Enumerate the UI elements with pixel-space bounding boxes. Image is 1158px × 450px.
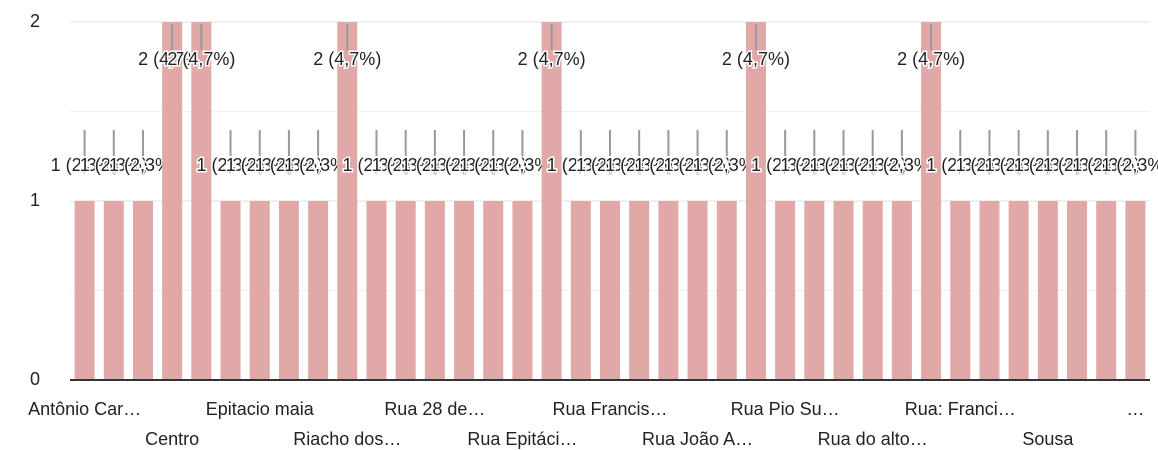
- value-label: 1 (2,3%): [955, 155, 1023, 175]
- bar: [74, 201, 95, 380]
- bar: [132, 201, 153, 380]
- x-tick-label: Rua 28 de…: [384, 399, 485, 419]
- x-tick-label: …: [1126, 399, 1144, 419]
- bar: [629, 201, 650, 380]
- value-label: 1 (2,3%): [868, 155, 936, 175]
- value-label: 1 (2,3%): [430, 155, 498, 175]
- value-label: 1 (2,3%): [985, 155, 1053, 175]
- value-label: 1 (2,3%): [664, 155, 732, 175]
- value-label: 1 (2,3%): [547, 155, 615, 175]
- bar: [1096, 201, 1117, 380]
- bar: [366, 201, 387, 380]
- bar: [278, 201, 299, 380]
- value-label: 1 (2,3%): [780, 155, 848, 175]
- bar: [745, 22, 766, 380]
- bar: [103, 201, 124, 380]
- value-label: 2 (4,7%): [518, 49, 586, 69]
- value-label: 1 (2,3%): [1043, 155, 1111, 175]
- x-tick-label: Antônio Car…: [28, 399, 141, 419]
- value-label: 1 (2,3%): [839, 155, 907, 175]
- bar: [687, 201, 708, 380]
- value-label: 1 (2,3%): [488, 155, 556, 175]
- bar: [833, 201, 854, 380]
- bar: [570, 201, 591, 380]
- x-tick-label: Rua Epitáci…: [467, 429, 577, 449]
- bar: [1067, 201, 1088, 380]
- bar: [950, 201, 971, 380]
- bar: [308, 201, 329, 380]
- x-tick-label: Epitacio maia: [206, 399, 315, 419]
- bar: [541, 22, 562, 380]
- bar: [162, 22, 183, 380]
- value-label: 1 (2,3%): [80, 155, 148, 175]
- x-tick-label: Centro: [145, 429, 199, 449]
- value-label: 1 (2,3%): [109, 155, 177, 175]
- bar: [191, 22, 212, 380]
- bar: [775, 201, 796, 380]
- value-label: 1 (2,3%): [576, 155, 644, 175]
- x-tick-label: Riacho dos…: [293, 429, 401, 449]
- bar: [804, 201, 825, 380]
- value-label: 1 (2,3%): [1014, 155, 1082, 175]
- bar: [716, 201, 737, 380]
- bar: [891, 201, 912, 380]
- bar: [249, 201, 270, 380]
- y-tick-label: 1: [30, 190, 40, 210]
- value-label: 1 (2,3%): [693, 155, 761, 175]
- value-label: 1 (2,3%): [255, 155, 323, 175]
- value-label: 2 (4,7%): [138, 49, 206, 69]
- y-tick-label: 2: [30, 11, 40, 31]
- bar: [862, 201, 883, 380]
- bar: [454, 201, 475, 380]
- bar: [1037, 201, 1058, 380]
- bar: [600, 201, 620, 380]
- bar: [921, 22, 942, 380]
- x-tick-label: Rua João A…: [642, 429, 753, 449]
- value-label: 1 (2,3%): [197, 155, 265, 175]
- value-label: 1 (2,3%): [1101, 155, 1158, 175]
- value-label: 2 (4,7%): [167, 49, 235, 69]
- value-label: 1 (2,3%): [751, 155, 819, 175]
- bar: [337, 22, 358, 380]
- value-label: 1 (2,3%): [401, 155, 469, 175]
- y-tick-label: 0: [30, 369, 40, 389]
- value-label: 1 (2,3%): [459, 155, 527, 175]
- x-tick-label: Rua do alto…: [818, 429, 928, 449]
- value-label: 2 (4,7%): [722, 49, 790, 69]
- value-label: 2 (4,7%): [313, 49, 381, 69]
- bar: [483, 201, 504, 380]
- bar: [658, 201, 679, 380]
- x-tick-label: Rua Pio Su…: [731, 399, 840, 419]
- value-label: 1 (2,3%): [284, 155, 352, 175]
- value-label: 1 (2,3%): [605, 155, 673, 175]
- value-label: 1 (2,3%): [372, 155, 440, 175]
- bar: [220, 201, 241, 380]
- value-label: 1 (2,3%): [51, 155, 119, 175]
- value-label: 1 (2,3%): [809, 155, 877, 175]
- x-tick-label: Sousa: [1022, 429, 1074, 449]
- value-label: 1 (2,3%): [634, 155, 702, 175]
- bar: [512, 201, 533, 380]
- bar: [395, 201, 416, 380]
- value-label: 2 (4,7%): [897, 49, 965, 69]
- value-label: 1 (2,3%): [342, 155, 410, 175]
- value-label: 1 (2,3%): [226, 155, 294, 175]
- bar: [1008, 201, 1029, 380]
- bar: [979, 201, 1000, 380]
- x-tick-label: Rua: Franci…: [905, 399, 1016, 419]
- value-label: 1 (2,3%): [926, 155, 994, 175]
- bar: [1125, 201, 1146, 380]
- value-label: 1 (2,3%): [1072, 155, 1140, 175]
- x-tick-label: Rua Francis…: [552, 399, 667, 419]
- bar: [424, 201, 445, 380]
